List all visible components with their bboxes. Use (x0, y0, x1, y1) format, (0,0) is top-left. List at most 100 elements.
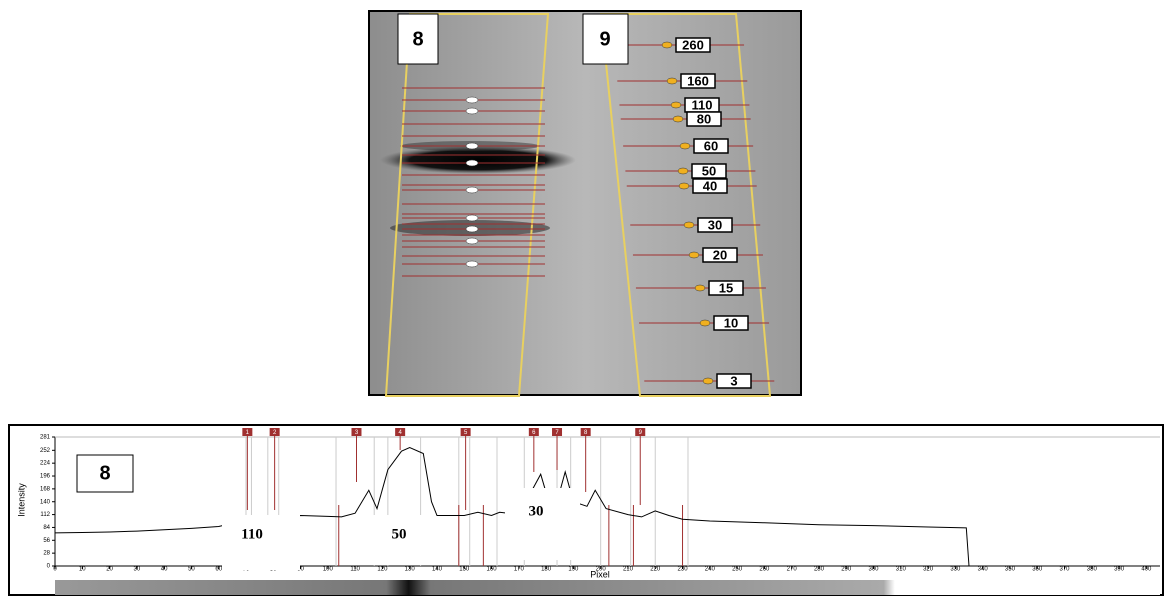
marker-label: 160 (687, 73, 709, 88)
label-box (76, 454, 134, 493)
lane-label: 8 (412, 28, 423, 50)
x-tick-label: 60 (215, 567, 222, 573)
band-dot (465, 214, 479, 222)
peak-box (580, 428, 591, 436)
annotation-box (222, 515, 300, 570)
annotation: 30 (529, 503, 544, 519)
gel-band (380, 146, 576, 174)
peak-label: 3 (355, 430, 359, 436)
lane-strip (55, 580, 1160, 595)
peak-box (635, 428, 646, 436)
x-tick-label: 160 (487, 567, 498, 573)
annotation-box (365, 515, 435, 565)
annotation: 110 (241, 526, 263, 542)
y-tick-label: 168 (40, 486, 51, 492)
y-axis-label: Intensity (16, 483, 26, 517)
marker-label: 110 (692, 97, 713, 112)
x-tick-label: 180 (541, 567, 552, 573)
annotation-box (505, 488, 580, 560)
peak-label: 6 (532, 430, 536, 436)
marker-label: 60 (704, 138, 718, 153)
lane-label: 8 (99, 462, 110, 484)
marker-label: 80 (697, 111, 711, 126)
y-tick-label: 112 (40, 512, 50, 518)
y-tick-label: 196 (40, 474, 51, 480)
band-dot (465, 107, 479, 115)
band-dot (465, 96, 479, 104)
marker-label: 10 (724, 315, 738, 330)
marker-label: 260 (682, 37, 704, 52)
x-tick-label: 90 (297, 567, 304, 573)
marker-label: 20 (713, 247, 727, 262)
x-tick-label: 30 (134, 567, 141, 573)
x-tick-label: 400 (1141, 567, 1152, 573)
x-axis-label: Pixel (590, 569, 610, 579)
x-tick-label: 270 (787, 567, 798, 573)
x-tick-label: 350 (1005, 567, 1016, 573)
peak-box (351, 428, 362, 436)
marker-dot (677, 167, 689, 175)
y-tick-label: 84 (43, 525, 50, 531)
x-tick-label: 260 (759, 567, 770, 573)
marker-box (680, 73, 716, 89)
band-dot (465, 260, 479, 268)
x-tick-label: 280 (814, 567, 825, 573)
x-tick-label: 170 (514, 567, 525, 573)
x-tick-label: 290 (841, 567, 852, 573)
marker-label: 15 (719, 280, 733, 295)
peak-box (395, 428, 406, 436)
band-dot (465, 186, 479, 194)
x-tick-label: 390 (1114, 567, 1125, 573)
x-tick-label: 0 (53, 567, 57, 573)
marker-dot (661, 41, 673, 49)
band-dot (465, 237, 479, 245)
y-tick-label: 140 (40, 499, 51, 505)
marker-dot (672, 115, 684, 123)
x-tick-label: 20 (106, 567, 113, 573)
y-tick-label: 28 (43, 551, 50, 557)
marker-dot (699, 319, 711, 327)
y-tick-label: 281 (40, 435, 51, 441)
band-dot (465, 225, 479, 233)
peak-label: 8 (584, 430, 588, 436)
marker-box (675, 37, 711, 53)
x-tick-label: 340 (978, 567, 989, 573)
x-tick-label: 320 (923, 567, 934, 573)
x-tick-label: 200 (596, 567, 607, 573)
marker-dot (694, 284, 706, 292)
peak-label: 4 (398, 430, 402, 436)
x-tick-label: 40 (161, 567, 168, 573)
marker-box (713, 315, 749, 331)
x-tick-label: 110 (350, 567, 360, 573)
marker-dot (679, 142, 691, 150)
x-tick-label: 120 (377, 567, 388, 573)
marker-box (716, 373, 752, 389)
x-tick-label: 310 (896, 567, 907, 573)
peak-box (460, 428, 471, 436)
marker-box (691, 163, 727, 179)
peak-label: 7 (555, 430, 559, 436)
x-tick-label: 10 (79, 567, 86, 573)
label-box (397, 13, 439, 65)
gel-image (368, 10, 802, 396)
marker-dot (666, 77, 678, 85)
marker-dot (670, 101, 682, 109)
x-tick-label: 220 (650, 567, 661, 573)
x-tick-label: 230 (678, 567, 689, 573)
marker-label: 30 (708, 217, 722, 232)
x-tick-label: 190 (568, 567, 579, 573)
marker-label: 40 (703, 178, 717, 193)
x-tick-label: 150 (459, 567, 470, 573)
x-tick-label: 300 (869, 567, 880, 573)
x-tick-label: 240 (705, 567, 716, 573)
marker-box (693, 138, 729, 154)
band-dot (465, 142, 479, 150)
marker-label: 50 (702, 163, 716, 178)
y-tick-label: 252 (40, 448, 51, 454)
lane-outline (384, 13, 550, 397)
peak-box (269, 428, 280, 436)
band-dot (465, 159, 479, 167)
x-tick-label: 360 (1032, 567, 1043, 573)
